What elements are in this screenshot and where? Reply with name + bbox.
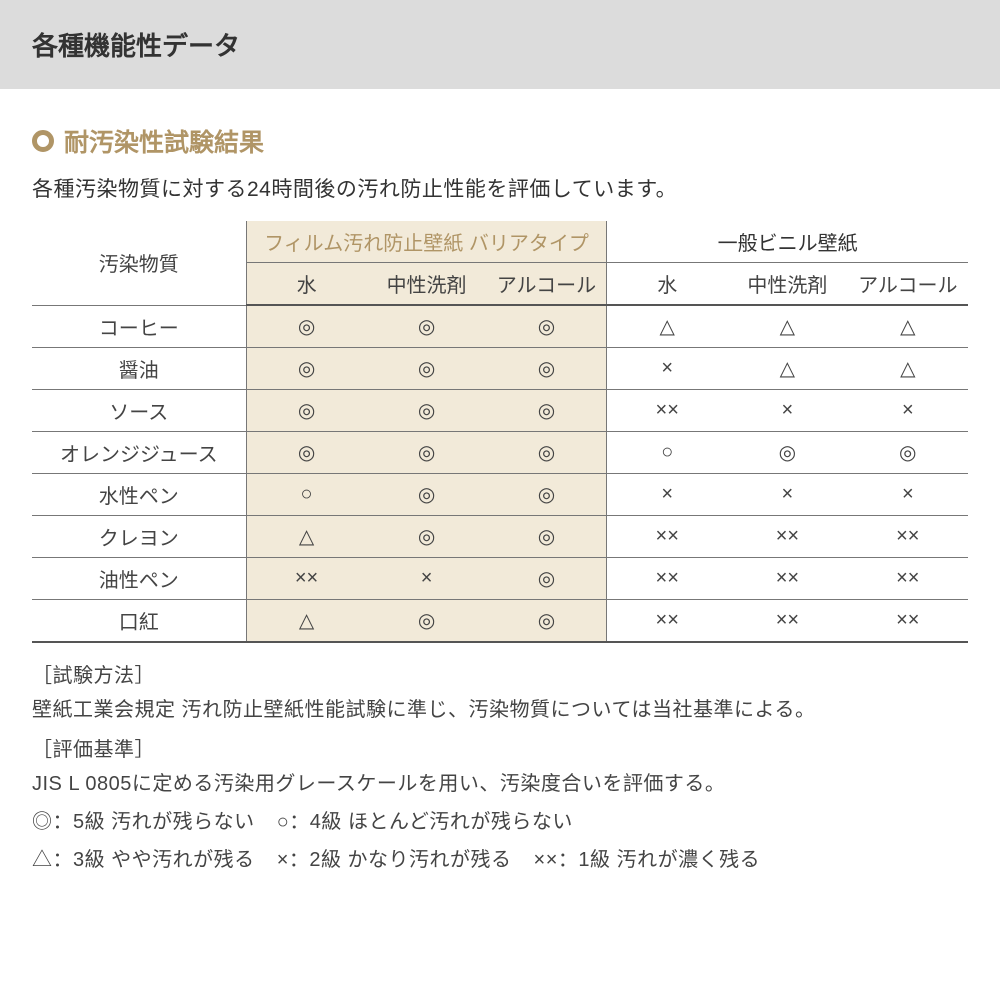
result-cell: ×× <box>607 599 727 642</box>
result-cell: × <box>848 389 968 431</box>
result-cell: ◎ <box>367 389 487 431</box>
result-cell: × <box>848 473 968 515</box>
result-cell: △ <box>246 599 366 642</box>
table-row: ソース◎◎◎×××× <box>32 389 968 431</box>
result-cell: ×× <box>246 557 366 599</box>
table-row: クレヨン△◎◎×××××× <box>32 515 968 557</box>
group-header-general: 一般ビニル壁紙 <box>607 221 968 263</box>
sub-header: アルコール <box>487 263 607 306</box>
result-cell: ◎ <box>848 431 968 473</box>
criteria-label: ［評価基準］ <box>32 733 968 767</box>
result-cell: ◎ <box>487 473 607 515</box>
result-cell: △ <box>727 347 847 389</box>
page-title: 各種機能性データ <box>32 31 240 61</box>
criteria-text: JIS L 0805に定める汚染用グレースケールを用い、汚染度合いを評価する。 <box>32 773 725 795</box>
result-cell: ◎ <box>487 557 607 599</box>
result-cell: ×× <box>607 557 727 599</box>
result-cell: △ <box>246 515 366 557</box>
result-cell: ◎ <box>367 305 487 347</box>
row-label: コーヒー <box>32 305 246 347</box>
table-row: 油性ペン×××◎×××××× <box>32 557 968 599</box>
result-cell: ×× <box>727 557 847 599</box>
result-cell: ×× <box>848 515 968 557</box>
result-cell: × <box>367 557 487 599</box>
result-cell: ◎ <box>367 473 487 515</box>
legend-item: △：3級 やや汚れが残る <box>32 843 255 877</box>
section-intro: 各種汚染物質に対する24時間後の汚れ防止性能を評価しています。 <box>32 173 968 203</box>
legend-item: ○：4級 ほとんど汚れが残らない <box>277 805 573 839</box>
result-cell: ◎ <box>246 431 366 473</box>
result-cell: ◎ <box>727 431 847 473</box>
result-cell: × <box>727 473 847 515</box>
sub-header: 中性洗剤 <box>727 263 847 306</box>
legend-row-1: ◎：5級 汚れが残らない ○：4級 ほとんど汚れが残らない <box>32 805 968 839</box>
legend-item: ×：2級 かなり汚れが残る <box>277 843 512 877</box>
result-cell: ×× <box>848 599 968 642</box>
sub-header: アルコール <box>848 263 968 306</box>
result-cell: × <box>607 473 727 515</box>
result-cell: ×× <box>607 389 727 431</box>
method-label: ［試験方法］ <box>32 659 968 693</box>
result-cell: △ <box>848 305 968 347</box>
result-cell: △ <box>848 347 968 389</box>
sub-header: 中性洗剤 <box>367 263 487 306</box>
result-cell: ◎ <box>246 347 366 389</box>
notes-block: ［試験方法］ 壁紙工業会規定 汚れ防止壁紙性能試験に準じ、汚染物質については当社… <box>32 659 968 877</box>
row-label: ソース <box>32 389 246 431</box>
result-cell: ◎ <box>487 347 607 389</box>
result-cell: ◎ <box>487 431 607 473</box>
sub-header: 水 <box>246 263 366 306</box>
page-header: 各種機能性データ <box>0 0 1000 89</box>
legend-row-2: △：3級 やや汚れが残る ×：2級 かなり汚れが残る ××：1級 汚れが濃く残る <box>32 843 968 877</box>
result-cell: ×× <box>727 599 847 642</box>
section-title-row: 耐汚染性試験結果 <box>32 123 968 159</box>
table-row: 醤油◎◎◎×△△ <box>32 347 968 389</box>
result-cell: ○ <box>246 473 366 515</box>
result-cell: ◎ <box>487 515 607 557</box>
result-cell: ◎ <box>367 347 487 389</box>
result-cell: ×× <box>848 557 968 599</box>
row-label: オレンジジュース <box>32 431 246 473</box>
row-label: 醤油 <box>32 347 246 389</box>
corner-header: 汚染物質 <box>32 221 246 305</box>
row-label: 口紅 <box>32 599 246 642</box>
method-text: 壁紙工業会規定 汚れ防止壁紙性能試験に準じ、汚染物質については当社基準による。 <box>32 699 815 721</box>
content-area: 耐汚染性試験結果 各種汚染物質に対する24時間後の汚れ防止性能を評価しています。… <box>0 89 1000 877</box>
result-cell: ◎ <box>246 389 366 431</box>
result-cell: ◎ <box>246 305 366 347</box>
row-label: 油性ペン <box>32 557 246 599</box>
legend-item: ◎：5級 汚れが残らない <box>32 805 255 839</box>
group-header-film: フィルム汚れ防止壁紙 バリアタイプ <box>246 221 607 263</box>
result-cell: ×× <box>727 515 847 557</box>
ring-bullet-icon <box>32 130 54 152</box>
result-cell: ◎ <box>367 431 487 473</box>
sub-header: 水 <box>607 263 727 306</box>
result-cell: △ <box>727 305 847 347</box>
table-body: コーヒー◎◎◎△△△醤油◎◎◎×△△ソース◎◎◎××××オレンジジュース◎◎◎○… <box>32 305 968 642</box>
table-row: オレンジジュース◎◎◎○◎◎ <box>32 431 968 473</box>
table-row: 口紅△◎◎×××××× <box>32 599 968 642</box>
row-label: クレヨン <box>32 515 246 557</box>
results-table: 汚染物質 フィルム汚れ防止壁紙 バリアタイプ 一般ビニル壁紙 水 中性洗剤 アル… <box>32 221 968 643</box>
legend-item: ××：1級 汚れが濃く残る <box>534 843 761 877</box>
row-label: 水性ペン <box>32 473 246 515</box>
result-cell: ◎ <box>487 599 607 642</box>
result-cell: × <box>607 347 727 389</box>
result-cell: ◎ <box>487 305 607 347</box>
table-row: コーヒー◎◎◎△△△ <box>32 305 968 347</box>
result-cell: ◎ <box>367 515 487 557</box>
section-title: 耐汚染性試験結果 <box>64 123 264 159</box>
result-cell: ◎ <box>487 389 607 431</box>
result-cell: ○ <box>607 431 727 473</box>
result-cell: △ <box>607 305 727 347</box>
result-cell: ◎ <box>367 599 487 642</box>
result-cell: × <box>727 389 847 431</box>
result-cell: ×× <box>607 515 727 557</box>
table-row: 水性ペン○◎◎××× <box>32 473 968 515</box>
